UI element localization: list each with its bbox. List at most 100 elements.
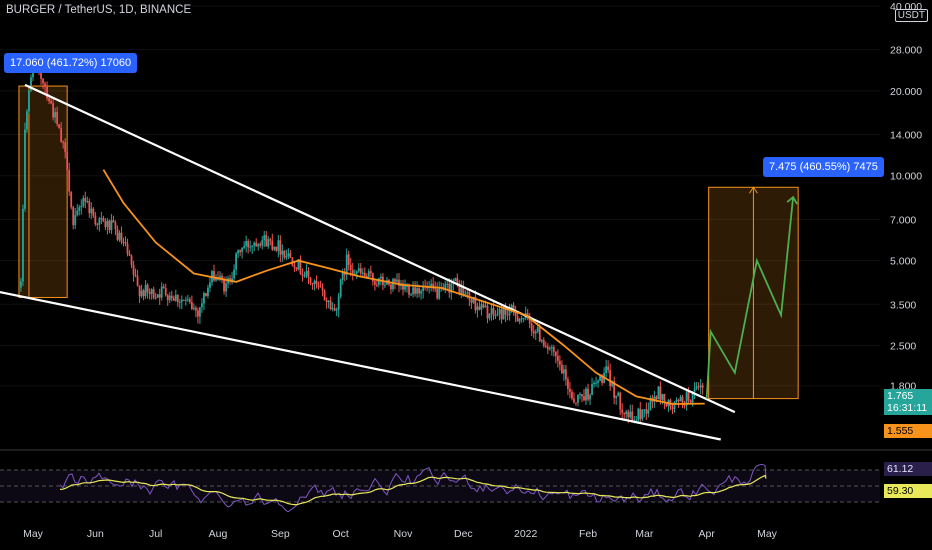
candle-body — [64, 142, 67, 152]
trendlines — [0, 83, 736, 441]
candle-body — [225, 283, 227, 292]
candle-body — [353, 273, 356, 275]
time-tick-label: May — [757, 528, 778, 540]
candle-body — [48, 98, 50, 102]
candle-body — [420, 291, 423, 294]
candle-body — [26, 111, 28, 130]
candle-body — [303, 275, 306, 277]
candle-body — [20, 281, 22, 288]
candle-body — [436, 289, 439, 299]
candle-body — [349, 264, 352, 270]
candle-body — [653, 396, 656, 402]
candle-body — [681, 396, 684, 406]
candle-body — [410, 294, 412, 296]
candle-body — [82, 197, 85, 207]
candle-body — [593, 382, 595, 385]
candle-body — [120, 232, 123, 242]
candle-body — [373, 281, 376, 285]
candle-body — [550, 347, 553, 349]
candle-body — [122, 241, 125, 243]
candle-body — [438, 287, 441, 299]
time-tick-label: Aug — [209, 528, 228, 540]
candle-body — [567, 379, 569, 389]
candle-body — [170, 295, 173, 299]
currency-badge[interactable]: USDT — [894, 9, 928, 22]
candle-body — [597, 380, 599, 383]
candle-body — [532, 331, 535, 334]
candle-body — [239, 250, 242, 252]
candle-body — [663, 394, 666, 404]
candle-body — [558, 360, 561, 365]
candle-body — [98, 218, 101, 225]
candle-body — [247, 241, 250, 248]
candle-body — [78, 207, 81, 211]
candle-body — [635, 420, 638, 422]
candle-body — [126, 243, 129, 254]
trendline-lower — [0, 290, 721, 441]
time-tick-label: Apr — [698, 528, 715, 540]
candle-body — [601, 375, 604, 383]
candle-body — [178, 301, 181, 303]
candle-body — [571, 391, 573, 399]
candle-body — [289, 253, 292, 258]
candle-body — [689, 400, 692, 403]
candle-body — [351, 269, 354, 274]
candle-body — [207, 287, 209, 296]
rsi-ma-line — [59, 474, 767, 506]
candle-body — [367, 271, 370, 277]
candle-body — [478, 306, 481, 310]
candle-body — [595, 382, 597, 384]
candle-body — [307, 270, 310, 278]
candle-body — [657, 386, 660, 400]
measure-label-first[interactable]: 17.060 (461.72%) 17060 — [4, 53, 138, 73]
candle-body — [86, 201, 89, 203]
candle-body — [617, 392, 620, 396]
candle-body — [22, 208, 24, 282]
candle-body — [190, 302, 193, 309]
candle-body — [251, 245, 254, 247]
rsi-ma-value-tag: 59.30 — [884, 484, 932, 498]
candle-body — [313, 280, 316, 285]
candle-body — [339, 280, 342, 297]
candle-body — [285, 256, 288, 258]
candle-body — [305, 270, 308, 276]
candle-body — [418, 288, 421, 294]
candle-body — [287, 253, 290, 257]
candle-body — [562, 369, 565, 374]
candle-body — [253, 242, 256, 246]
candle-body — [156, 294, 159, 298]
candle-body — [492, 308, 495, 316]
candle-body — [546, 346, 549, 350]
candle-body — [619, 392, 622, 410]
candle-body — [28, 90, 30, 112]
candle-body — [160, 286, 163, 298]
candle-body — [88, 201, 91, 214]
candle-body — [496, 313, 499, 316]
candle-body — [683, 405, 686, 407]
candle-body — [538, 327, 541, 342]
candle-body — [267, 239, 270, 247]
candle-body — [510, 305, 513, 311]
candle-body — [426, 287, 429, 289]
candle-body — [327, 300, 330, 303]
candle-body — [102, 218, 105, 222]
candle-body — [201, 303, 203, 308]
candle-body — [540, 340, 543, 342]
time-axis: May Jun Jul Aug Sep Oct Nov Dec 2022 Feb Mar Apr May — [23, 528, 778, 540]
candle-body — [136, 276, 139, 286]
projection-arrow — [786, 195, 798, 205]
candle-body — [528, 316, 531, 324]
candle-body — [275, 246, 278, 251]
candle-body — [94, 215, 97, 224]
candle-body — [641, 409, 644, 420]
candle-body — [406, 285, 408, 287]
measure-label-target[interactable]: 7.475 (460.55%) 7475 — [763, 157, 884, 177]
candle-body — [152, 289, 155, 298]
candle-body — [514, 310, 517, 317]
candle-body — [70, 191, 73, 208]
time-tick-label: Dec — [454, 528, 473, 540]
candle-body — [130, 255, 133, 266]
candle-body — [693, 388, 696, 392]
candle-body — [363, 272, 366, 276]
